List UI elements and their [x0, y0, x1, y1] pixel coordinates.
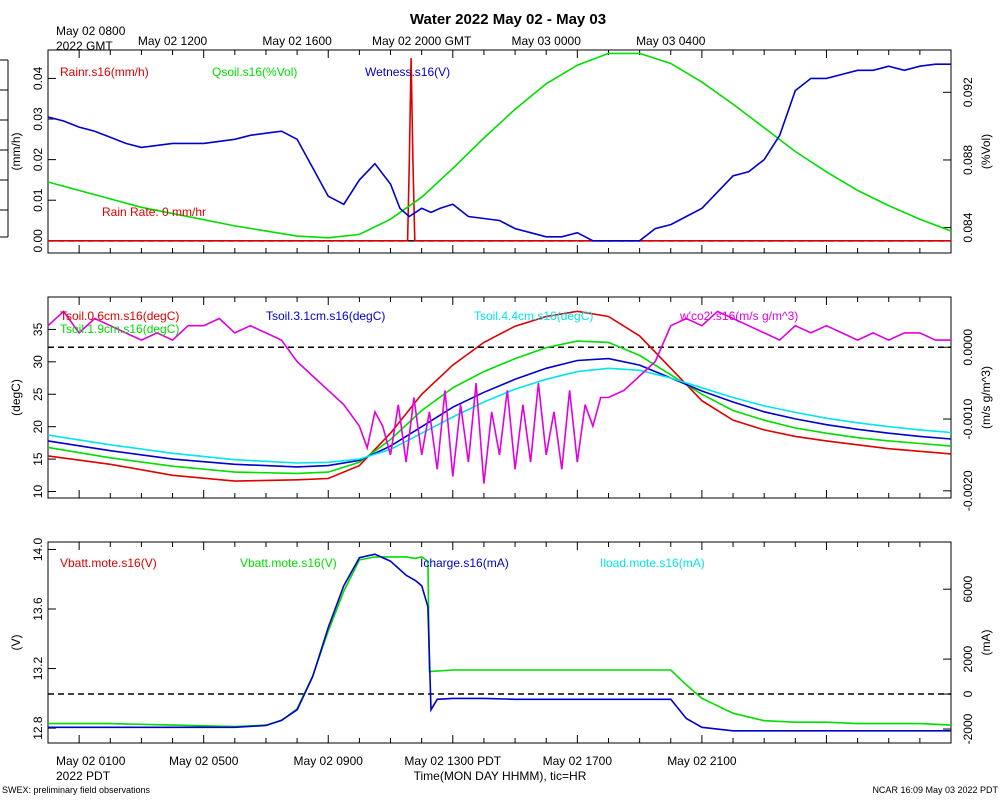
- series-line-tsoil-1-9cm-s16-degc-: [47, 340, 952, 475]
- left-tick-label-top: 0.03: [31, 107, 45, 131]
- legend-entry: Wetness.s16(V): [365, 65, 450, 79]
- bottom-axis-tick-label: May 02 1300 PDT: [404, 754, 501, 768]
- top-axis-tick-label: May 02 1600: [262, 34, 332, 48]
- bottom-axis-tick-label: May 02 0900: [294, 754, 364, 768]
- panel-frame-middle: [47, 296, 952, 499]
- left-tick-label-top: 0.02: [31, 148, 45, 172]
- series-line-wetness-s16-v-: [47, 63, 951, 242]
- right-tick-label-bottom: 0: [961, 690, 975, 697]
- legend-entry: Iload.mote.s16(mA): [600, 556, 705, 570]
- right-tick-label-bottom: 6000: [961, 576, 975, 603]
- legend-entry: w'co2'.s16(m/s g/m^3): [679, 309, 798, 323]
- legend-entry: Tsoil.1.9cm.s16(degC): [60, 322, 179, 336]
- series-line-rainr-s16-mm-h-: [48, 58, 951, 242]
- left-axis-label-bottom: (V): [9, 635, 23, 651]
- legend-entry: Vbatt.mote.s16(V): [60, 556, 157, 570]
- panel-frame-top: [47, 49, 952, 254]
- left-tick-label-top: 0.00: [31, 229, 45, 253]
- series-line-vbatt-mote-s16-v-: [48, 556, 952, 728]
- right-tick-label-top: 0.088: [961, 145, 975, 175]
- legend-entry: Tsoil.3.1cm.s16(degC): [266, 309, 385, 323]
- left-tick-label-middle: 25: [31, 387, 45, 401]
- legend-entry: Vbatt.mote.s16(V): [240, 556, 337, 570]
- rain-rate-annotation: Rain Rate: 0 mm/hr: [102, 205, 206, 219]
- top-axis-origin-label-1: May 02 0800: [56, 24, 126, 38]
- bottom-axis-tick-label: May 02 2100: [667, 754, 737, 768]
- top-axis-tick-label: May 03 0400: [636, 34, 706, 48]
- left-tick-label-top: 0.04: [31, 66, 45, 90]
- series-line-tsoil-3-1cm-s16-degc-: [47, 357, 952, 468]
- footer-right: NCAR 16:09 May 03 2022 PDT: [872, 785, 998, 795]
- left-tick-label-middle: 10: [31, 485, 45, 499]
- left-tick-label-bottom: 13.2: [31, 657, 45, 681]
- top-axis-tick-label: May 03 0000: [512, 34, 582, 48]
- right-tick-label-middle: 0.0000: [961, 329, 975, 366]
- bottom-axis-origin-label-2: 2022 PDT: [56, 769, 111, 783]
- left-tick-label-middle: 20: [31, 420, 45, 434]
- right-tick-label-middle: -0.0020: [961, 470, 975, 511]
- x-axis-label: Time(MON DAY HHMM), tic=HR: [414, 769, 587, 783]
- left-tick-label-middle: 15: [31, 452, 45, 466]
- left-tick-label-middle: 35: [31, 322, 45, 336]
- right-tick-label-top: 0.092: [961, 77, 975, 107]
- top-axis-tick-label: May 02 1200: [138, 34, 208, 48]
- left-tick-label-bottom: 12.8: [31, 716, 45, 740]
- right-tick-label-bottom: -2000: [961, 713, 975, 744]
- left-axis-label-top: (mm/h): [9, 133, 23, 171]
- legend-entry: Rainr.s16(mm/h): [60, 65, 149, 79]
- series-line-qsoil-s16-vol-: [47, 52, 952, 239]
- panel-frame-bottom: [47, 541, 952, 744]
- top-axis-origin-label-2: 2022 GMT: [56, 39, 113, 53]
- right-axis-label-top: (%Vol): [979, 134, 993, 169]
- chart-title: Water 2022 May 02 - May 03: [410, 11, 606, 28]
- bottom-axis-origin-label-1: May 02 0100: [56, 754, 126, 768]
- right-tick-label-bottom: 2000: [961, 645, 975, 672]
- left-tick-label-top: 0.01: [31, 188, 45, 212]
- left-tick-label-middle: 30: [31, 355, 45, 369]
- left-tick-label-bottom: 13.6: [31, 597, 45, 621]
- bottom-axis-tick-label: May 02 0500: [169, 754, 239, 768]
- series-line-icharge-s16-ma-: [48, 553, 951, 732]
- bottom-axis-tick-label: May 02 1700: [543, 754, 613, 768]
- legend-entry: Tsoil.4.4cm.s16(degC): [474, 309, 593, 323]
- left-tick-label-bottom: 14.0: [31, 537, 45, 561]
- right-tick-label-top: 0.084: [961, 212, 975, 242]
- footer-left: SWEX: preliminary field observations: [2, 785, 151, 795]
- legend-entry: Icharge.s16(mA): [420, 556, 509, 570]
- right-tick-label-middle: -0.0010: [961, 398, 975, 439]
- series-line-tsoil-0-6cm-s16-degc-: [47, 310, 952, 482]
- right-axis-label-middle: (m/s g/m^3): [979, 366, 993, 429]
- left-axis-label-middle: (degC): [9, 379, 23, 416]
- series-line-w-co2-s16-m-s-g-m-3-: [47, 310, 951, 484]
- legend-entry: Qsoil.s16(%Vol): [212, 65, 297, 79]
- top-axis-tick-label: May 02 2000 GMT: [372, 34, 472, 48]
- legend-entry: Tsoil.0.6cm.s16(degC): [60, 309, 179, 323]
- right-axis-label-bottom: (mA): [979, 630, 993, 656]
- series-line-tsoil-4-4cm-s16-degc-: [47, 367, 952, 464]
